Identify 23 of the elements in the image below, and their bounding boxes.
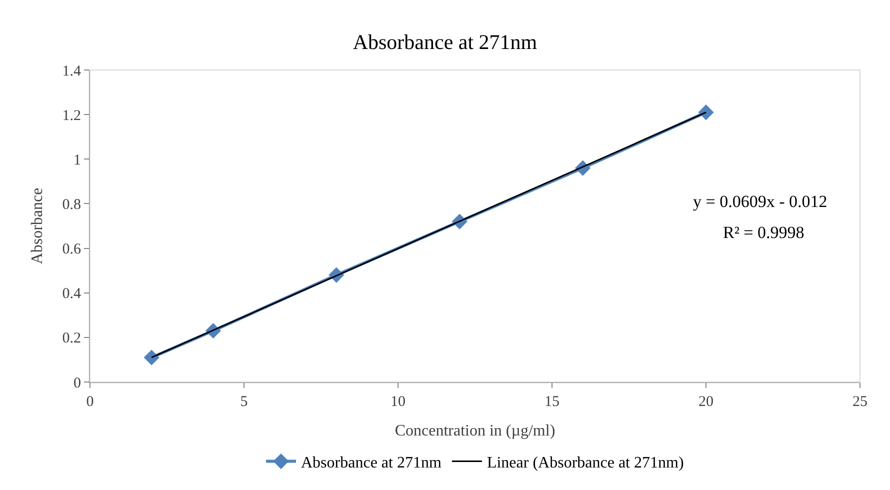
y-tick-label: 1.4: [62, 63, 82, 80]
y-tick-label: 0.6: [62, 242, 82, 258]
point: [698, 104, 714, 120]
y-axis-title: Absorbance: [29, 188, 46, 264]
x-axis-title: Concentration in (µg/ml): [394, 422, 556, 440]
y-tick-label: 0.2: [62, 330, 81, 347]
x-tick-label: 25: [852, 394, 868, 410]
chart-title: Absorbance at 271nm: [352, 30, 538, 54]
annotation: y = 0.0609x - 0.012: [693, 192, 828, 211]
x-tick-label: 20: [698, 394, 714, 410]
annotation: R² = 0.9998: [723, 223, 804, 242]
y-tick-label: 0.8: [62, 196, 81, 213]
legend-label: Absorbance at 271nm: [301, 454, 442, 472]
x-tick-label: 15: [544, 394, 560, 410]
y-tick-label: 0.4: [62, 286, 82, 302]
y-tick-label: 1: [74, 152, 81, 168]
x-tick-label: 5: [240, 394, 248, 410]
x-tick-label: 0: [86, 394, 94, 410]
point: [144, 350, 160, 366]
y-tick-label: 0: [74, 375, 81, 392]
legend-label: Linear (Absorbance at 271nm): [486, 454, 684, 472]
y-tick-label: 1.2: [62, 108, 81, 124]
x-tick-label: 10: [390, 394, 406, 410]
